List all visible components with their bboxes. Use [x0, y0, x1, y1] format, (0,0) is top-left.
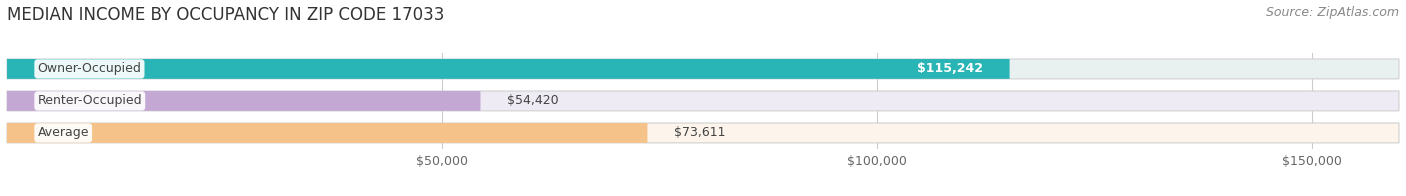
- FancyBboxPatch shape: [7, 123, 647, 143]
- FancyBboxPatch shape: [7, 59, 1399, 79]
- Text: $54,420: $54,420: [506, 94, 558, 107]
- FancyBboxPatch shape: [7, 123, 1399, 143]
- Text: MEDIAN INCOME BY OCCUPANCY IN ZIP CODE 17033: MEDIAN INCOME BY OCCUPANCY IN ZIP CODE 1…: [7, 6, 444, 24]
- FancyBboxPatch shape: [7, 59, 1010, 79]
- Text: Renter-Occupied: Renter-Occupied: [38, 94, 142, 107]
- Text: Source: ZipAtlas.com: Source: ZipAtlas.com: [1265, 6, 1399, 19]
- Text: Average: Average: [38, 126, 89, 139]
- FancyBboxPatch shape: [7, 91, 481, 111]
- Text: Owner-Occupied: Owner-Occupied: [38, 63, 142, 75]
- Text: $115,242: $115,242: [918, 63, 983, 75]
- Text: $73,611: $73,611: [673, 126, 725, 139]
- FancyBboxPatch shape: [7, 91, 1399, 111]
